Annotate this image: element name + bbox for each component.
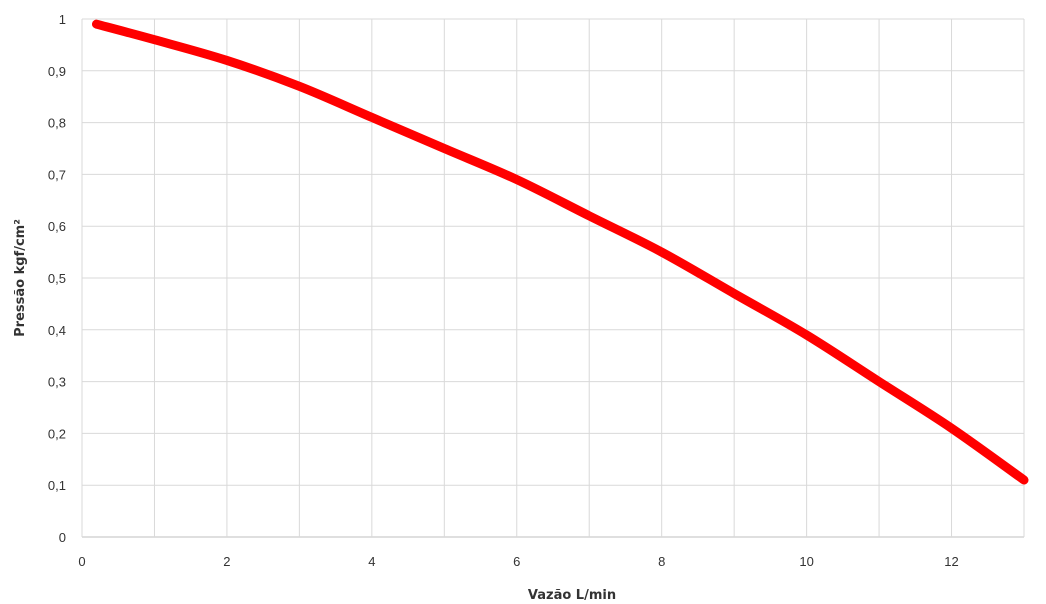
x-tick-label: 2 bbox=[223, 554, 230, 569]
y-tick-label: 0,5 bbox=[48, 271, 66, 286]
x-tick-label: 0 bbox=[78, 554, 85, 569]
y-axis-title: Pressão kgf/cm² bbox=[13, 219, 28, 337]
x-tick-label: 10 bbox=[799, 554, 813, 569]
y-tick-label: 0,4 bbox=[48, 323, 66, 338]
y-tick-label: 0,8 bbox=[48, 116, 66, 131]
x-tick-label: 6 bbox=[513, 554, 520, 569]
x-axis-ticks: 0 2 4 6 8 10 12 bbox=[78, 554, 958, 569]
x-tick-label: 4 bbox=[368, 554, 375, 569]
y-tick-label: 0,3 bbox=[48, 375, 66, 390]
y-tick-label: 0,2 bbox=[48, 426, 66, 441]
x-tick-label: 8 bbox=[658, 554, 665, 569]
y-tick-label: 0,7 bbox=[48, 167, 66, 182]
series-layer bbox=[91, 19, 1029, 485]
y-tick-label: 0 bbox=[59, 530, 66, 545]
y-axis-ticks: 0 0,1 0,2 0,3 0,4 0,5 0,6 0,7 0,8 0,9 1 bbox=[48, 12, 66, 545]
series-line bbox=[91, 19, 1029, 485]
y-tick-label: 0,6 bbox=[48, 219, 66, 234]
y-tick-label: 0,9 bbox=[48, 64, 66, 79]
x-axis-title: Vazão L/min bbox=[528, 588, 616, 603]
gridlines bbox=[81, 18, 1025, 538]
y-tick-label: 0,1 bbox=[48, 478, 66, 493]
x-tick-label: 12 bbox=[944, 554, 958, 569]
y-tick-label: 1 bbox=[59, 12, 66, 27]
